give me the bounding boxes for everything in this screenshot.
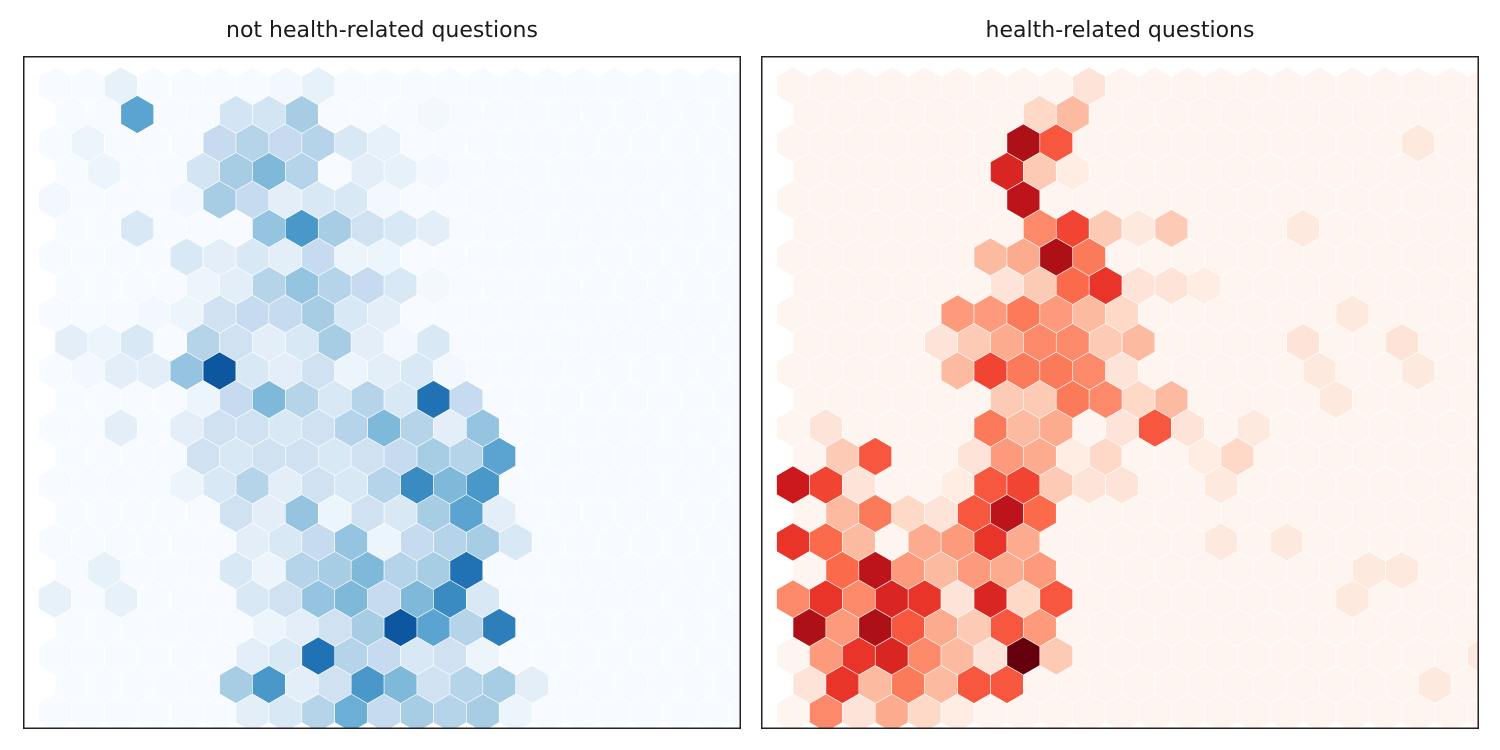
hex-cell-right-r4-c21 <box>1467 183 1479 217</box>
hex-cell-left-r8-c21 <box>729 297 741 331</box>
plot-frame-right <box>761 56 1479 729</box>
hex-cell-left-r4-c21 <box>729 183 741 217</box>
hex-cell-right-r12-c21 <box>1467 411 1479 445</box>
plot-frame-left <box>23 56 741 729</box>
hex-cell-left-r18-c21 <box>729 582 741 616</box>
hex-cells-left <box>38 66 741 729</box>
hex-cell-left-r22-c21 <box>729 696 741 729</box>
hex-cell-right-r16-c21 <box>1467 525 1479 559</box>
hex-cell-left-r2-c21 <box>729 126 741 160</box>
hexbin-chart-left <box>23 56 741 729</box>
hex-cell-right-r8-c21 <box>1467 297 1479 331</box>
chart-title-right: health-related questions <box>985 18 1255 43</box>
hex-cell-left-r0-c21 <box>729 69 741 103</box>
hex-cells-right <box>776 66 1479 729</box>
hex-cell-right-r14-c21 <box>1467 468 1479 502</box>
hex-cell-right-r10-c21 <box>1467 354 1479 388</box>
hex-cell-left-r14-c21 <box>729 468 741 502</box>
hex-cell-left-r10-c21 <box>729 354 741 388</box>
hex-cell-left-r16-c21 <box>729 525 741 559</box>
hex-cell-right-r6-c21 <box>1467 240 1479 274</box>
hex-cell-left-r20-c21 <box>729 639 741 673</box>
chart-title-left: not health-related questions <box>226 18 538 43</box>
hex-cell-right-r18-c21 <box>1467 582 1479 616</box>
hex-cell-right-r2-c21 <box>1467 126 1479 160</box>
hex-cell-right-r20-c21 <box>1467 639 1479 673</box>
hex-cell-left-r6-c21 <box>729 240 741 274</box>
hex-cell-left-r12-c21 <box>729 411 741 445</box>
hex-cell-right-r0-c21 <box>1467 69 1479 103</box>
hexbin-chart-right <box>761 56 1479 729</box>
hex-cell-right-r22-c21 <box>1467 696 1479 729</box>
